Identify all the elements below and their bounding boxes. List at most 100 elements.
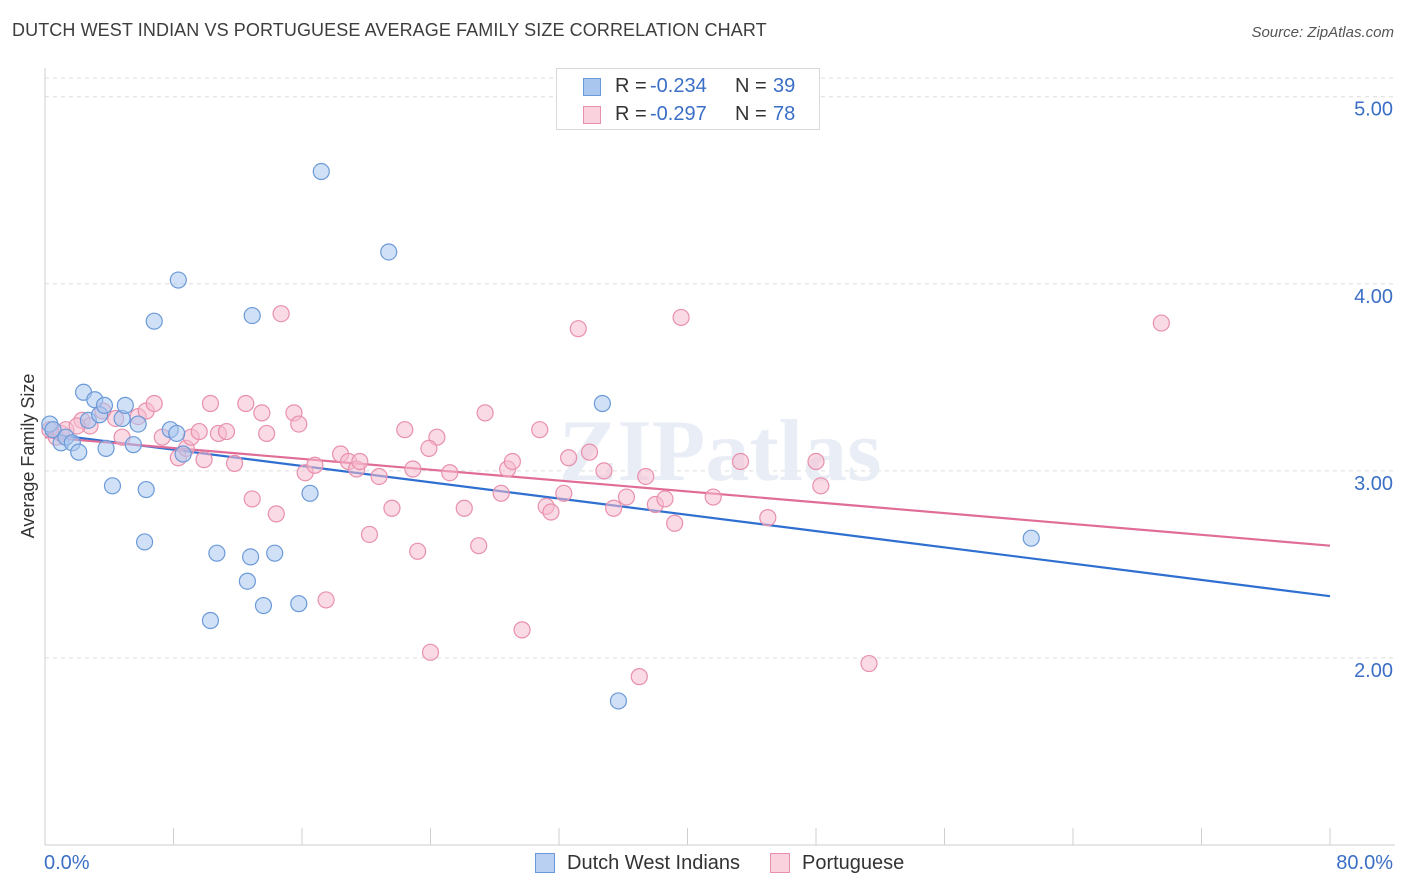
point-portuguese [595, 462, 613, 480]
point-dutch-west-indians [44, 421, 62, 439]
point-dutch-west-indians [208, 544, 226, 562]
point-portuguese [195, 451, 213, 469]
point-portuguese [145, 394, 163, 413]
point-portuguese [605, 499, 623, 517]
n-label: N = [735, 103, 767, 125]
n-value: 39 [773, 75, 796, 97]
point-portuguese [560, 449, 578, 467]
point-dutch-west-indians [116, 396, 134, 414]
point-portuguese [396, 421, 414, 439]
point-portuguese [569, 320, 587, 338]
point-portuguese [317, 591, 335, 609]
point-dutch-west-indians [169, 271, 187, 289]
point-portuguese [383, 499, 401, 517]
pink-swatch [583, 106, 601, 124]
trend-line-dutch-west-indians [44, 432, 1331, 598]
axes [44, 68, 1395, 846]
point-portuguese [812, 477, 830, 495]
point-portuguese [630, 668, 648, 686]
point-dutch-west-indians [609, 692, 628, 710]
point-portuguese [237, 394, 255, 413]
legend-row-portuguese: R = -0.297 N = 78 [557, 101, 819, 129]
point-portuguese [306, 456, 324, 474]
gridlines [45, 77, 1395, 659]
x-tick-label: 0.0% [44, 852, 90, 874]
point-dutch-west-indians [1022, 529, 1040, 547]
point-portuguese [420, 439, 438, 458]
point-dutch-west-indians [243, 306, 261, 325]
point-portuguese [555, 484, 573, 502]
n-value: 78 [773, 103, 796, 125]
point-portuguese [272, 305, 290, 323]
legend-row-dutch-west-indians: R = -0.234 N = 39 [557, 73, 819, 101]
y-tick-label: 5.00 [1354, 99, 1393, 121]
point-dutch-west-indians [129, 415, 147, 433]
point-portuguese [258, 424, 276, 443]
point-portuguese [580, 443, 599, 461]
point-dutch-west-indians [242, 548, 260, 566]
point-portuguese [492, 484, 510, 502]
point-portuguese [759, 509, 777, 527]
point-portuguese [860, 654, 878, 673]
point-portuguese [217, 422, 236, 441]
point-dutch-west-indians [201, 611, 220, 630]
point-dutch-west-indians [124, 436, 142, 454]
y-tick-label: 2.00 [1354, 660, 1393, 682]
point-dutch-west-indians [290, 595, 308, 613]
point-dutch-west-indians [97, 439, 115, 458]
point-portuguese [267, 505, 285, 523]
x-tick-label: 80.0% [1336, 852, 1393, 874]
point-portuguese [190, 422, 208, 441]
source-label: Source: ZipAtlas.com [1251, 24, 1394, 41]
point-portuguese [542, 503, 560, 521]
point-dutch-west-indians [266, 544, 284, 562]
r-value: -0.297 [650, 103, 707, 125]
y-tick-label: 3.00 [1354, 473, 1393, 495]
legend-label: Dutch West Indians [567, 852, 741, 874]
r-value: -0.234 [650, 75, 707, 97]
point-dutch-west-indians [254, 596, 273, 615]
point-portuguese [243, 490, 261, 508]
point-portuguese [441, 464, 459, 482]
point-portuguese [370, 467, 388, 486]
point-portuguese [503, 452, 522, 471]
trend-line-portuguese [44, 436, 1331, 547]
point-portuguese [409, 542, 427, 560]
correlation-legend: R = -0.234 N = 39 R = -0.297 N = 78 [556, 68, 820, 130]
point-dutch-west-indians [95, 396, 114, 414]
point-portuguese [455, 499, 473, 517]
data-points [41, 162, 1170, 710]
point-dutch-west-indians [238, 572, 256, 590]
point-portuguese [704, 488, 722, 506]
point-portuguese [351, 452, 369, 471]
point-portuguese [807, 452, 825, 471]
tick-labels: 2.00 3.00 4.00 5.00 0.0% 80.0% [44, 99, 1393, 874]
point-dutch-west-indians [380, 243, 398, 261]
point-portuguese [421, 643, 440, 661]
point-portuguese [531, 421, 549, 439]
point-portuguese [617, 488, 636, 506]
point-portuguese [637, 467, 655, 486]
point-dutch-west-indians [70, 443, 88, 461]
point-portuguese [404, 460, 422, 478]
point-portuguese [666, 514, 684, 532]
legend-label: Portuguese [802, 852, 905, 874]
point-dutch-west-indians [168, 424, 186, 443]
point-dutch-west-indians [312, 162, 330, 181]
point-dutch-west-indians [135, 533, 154, 551]
blue-swatch [583, 78, 601, 96]
y-tick-label: 4.00 [1354, 286, 1393, 308]
y-axis-label: Average Family Size [18, 374, 38, 539]
point-portuguese [672, 308, 690, 327]
point-dutch-west-indians [593, 394, 611, 413]
chart-title: DUTCH WEST INDIAN VS PORTUGUESE AVERAGE … [12, 20, 767, 40]
r-label: R = [615, 75, 647, 97]
point-dutch-west-indians [103, 477, 122, 495]
point-dutch-west-indians [174, 445, 192, 463]
point-dutch-west-indians [301, 484, 319, 502]
n-label: N = [735, 75, 767, 97]
point-portuguese [253, 404, 271, 422]
point-dutch-west-indians [145, 312, 163, 330]
point-dutch-west-indians [137, 480, 155, 499]
point-portuguese [225, 454, 244, 472]
